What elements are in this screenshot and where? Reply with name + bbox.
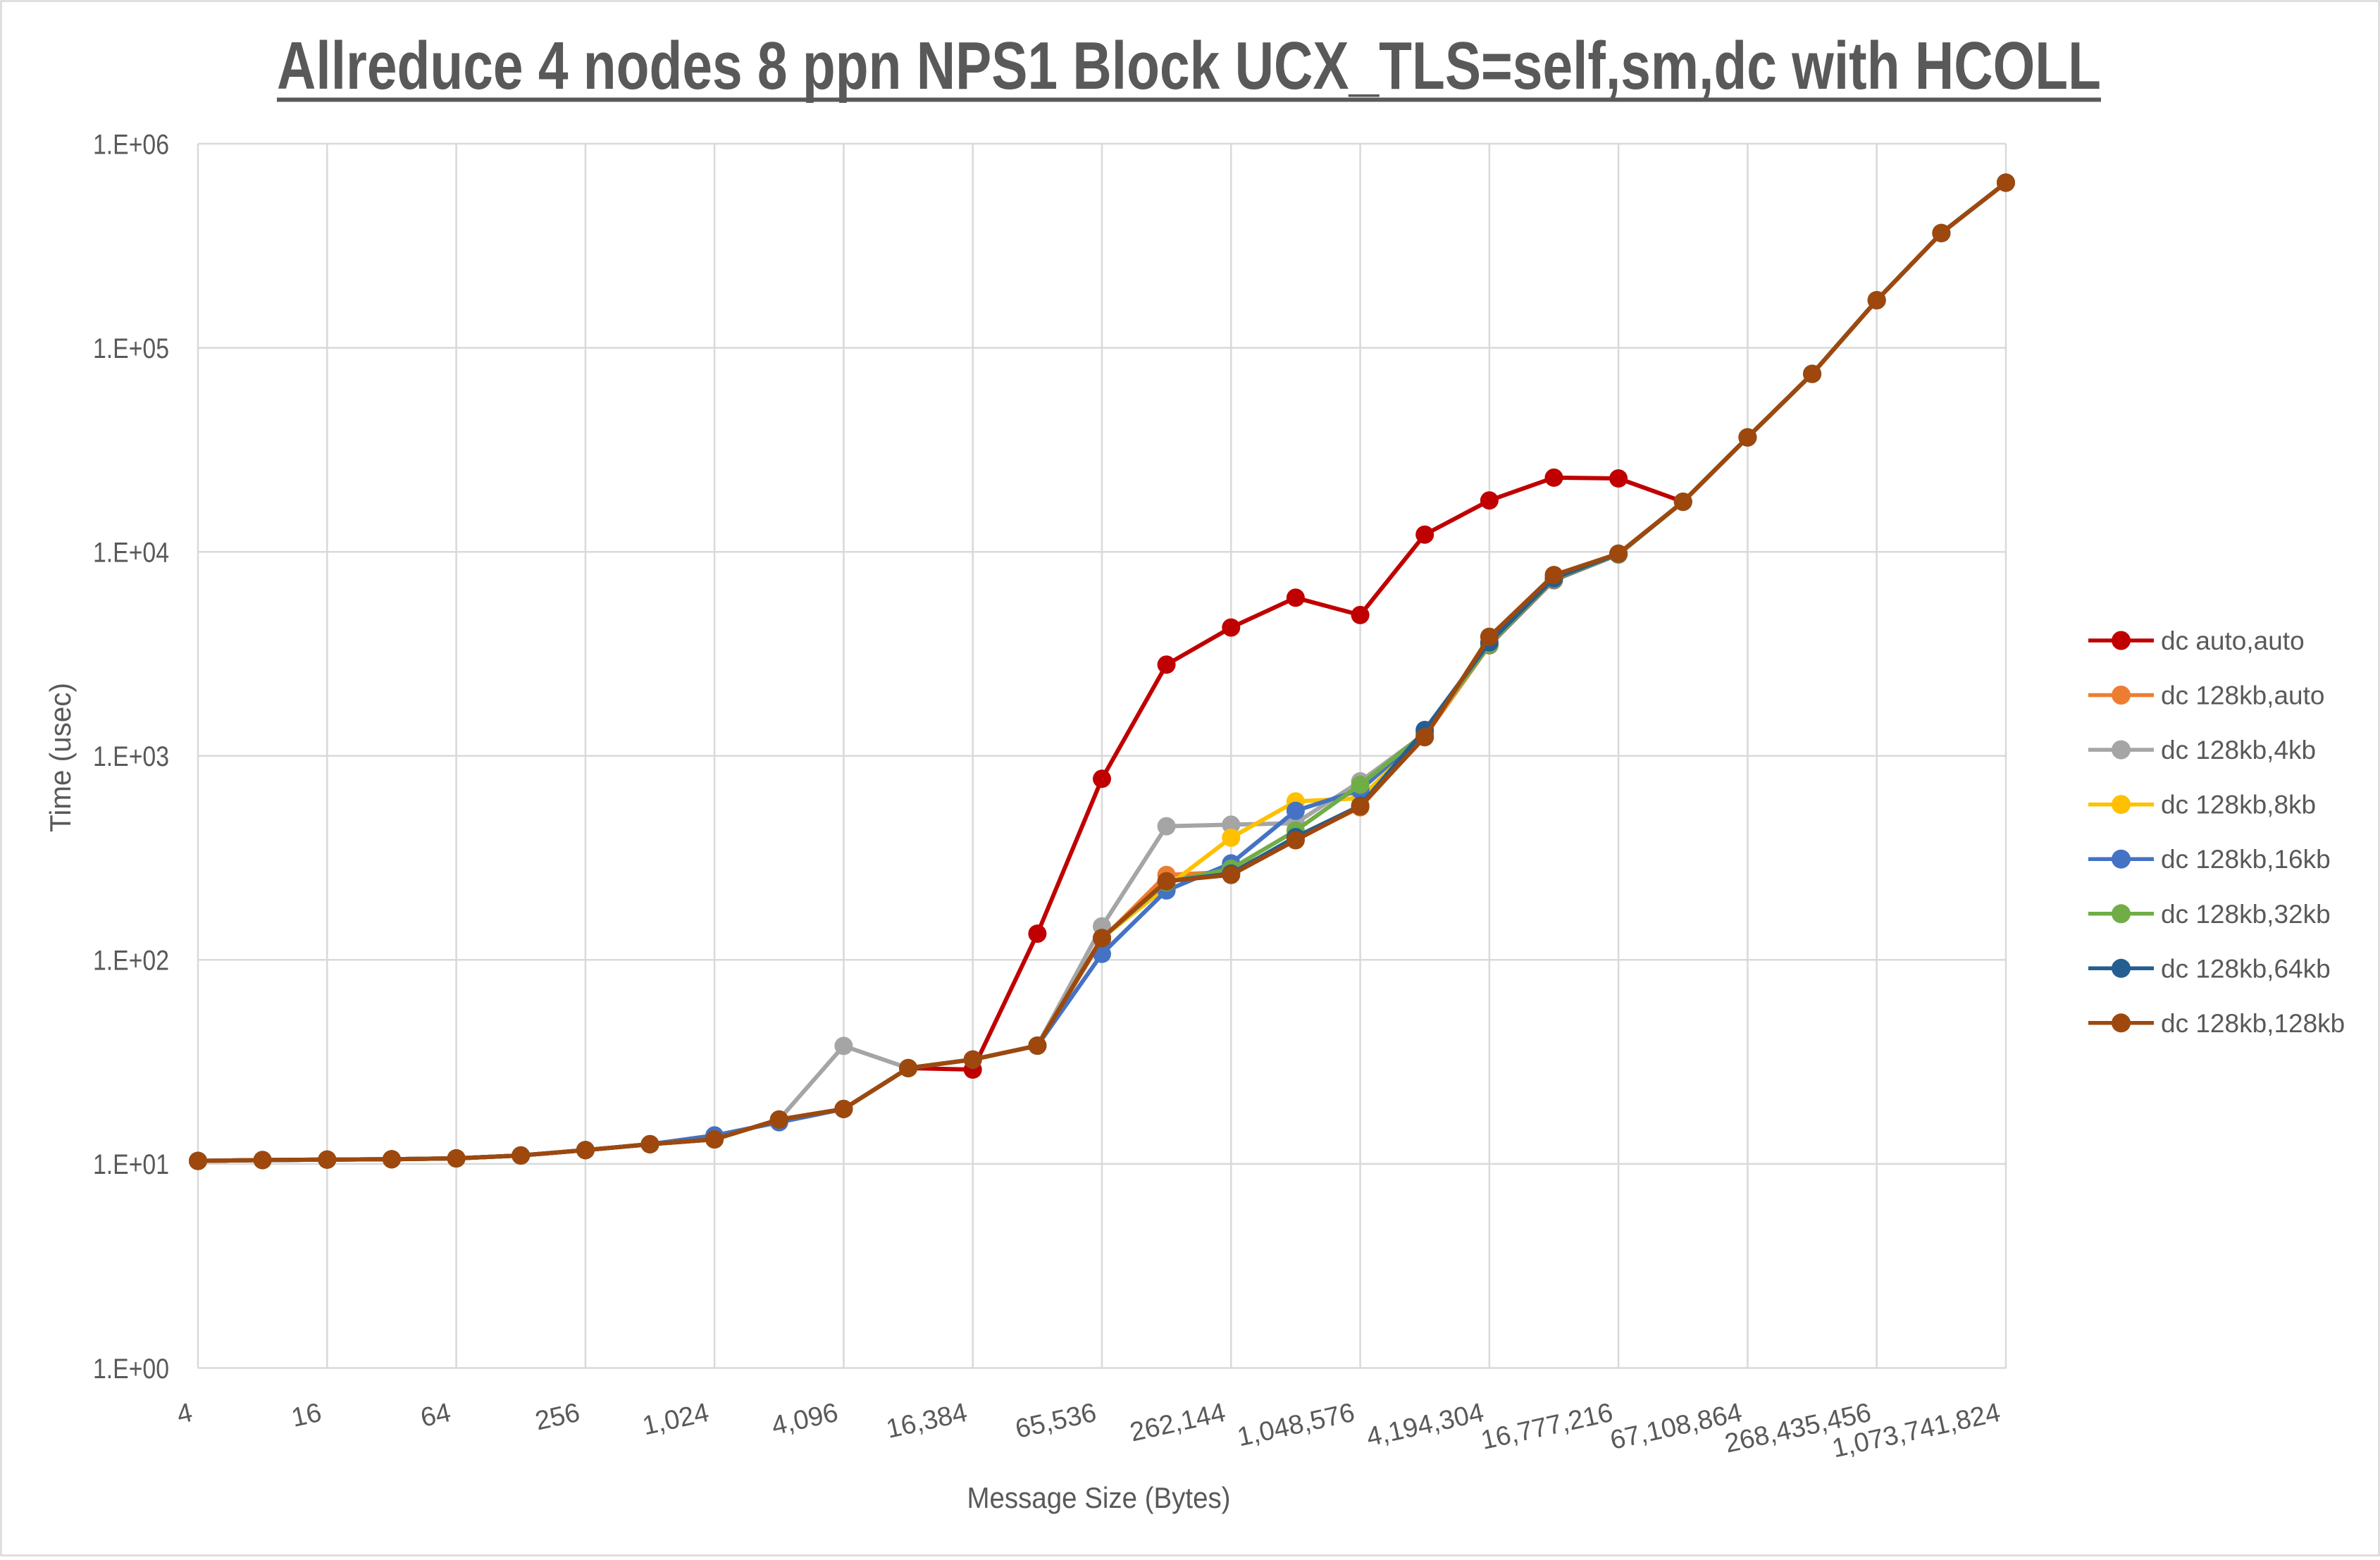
svg-text:1.E+05: 1.E+05 [93, 333, 169, 364]
svg-text:1.E+00: 1.E+00 [93, 1354, 169, 1385]
svg-text:dc auto,auto: dc auto,auto [2161, 626, 2305, 655]
svg-text:Message Size (Bytes): Message Size (Bytes) [967, 1481, 1231, 1514]
svg-text:1.E+04: 1.E+04 [93, 538, 169, 569]
svg-text:dc 128kb,16kb: dc 128kb,16kb [2161, 845, 2331, 874]
svg-text:dc 128kb,64kb: dc 128kb,64kb [2161, 954, 2331, 983]
svg-text:1.E+03: 1.E+03 [93, 741, 169, 772]
svg-text:64: 64 [418, 1398, 453, 1433]
svg-text:dc 128kb,8kb: dc 128kb,8kb [2161, 791, 2316, 819]
svg-text:dc 128kb,128kb: dc 128kb,128kb [2161, 1009, 2345, 1038]
svg-text:16: 16 [289, 1398, 324, 1433]
svg-text:1.E+01: 1.E+01 [93, 1149, 169, 1180]
svg-text:dc 128kb,4kb: dc 128kb,4kb [2161, 736, 2316, 764]
svg-text:Time (usec): Time (usec) [44, 683, 77, 832]
svg-text:1.E+02: 1.E+02 [93, 946, 169, 977]
svg-text:Allreduce 4 nodes 8 ppn NPS1 B: Allreduce 4 nodes 8 ppn NPS1 Block UCX_T… [277, 28, 2101, 104]
svg-text:dc 128kb,auto: dc 128kb,auto [2161, 681, 2324, 710]
svg-text:dc 128kb,32kb: dc 128kb,32kb [2161, 900, 2331, 929]
svg-text:1.E+06: 1.E+06 [93, 129, 169, 160]
